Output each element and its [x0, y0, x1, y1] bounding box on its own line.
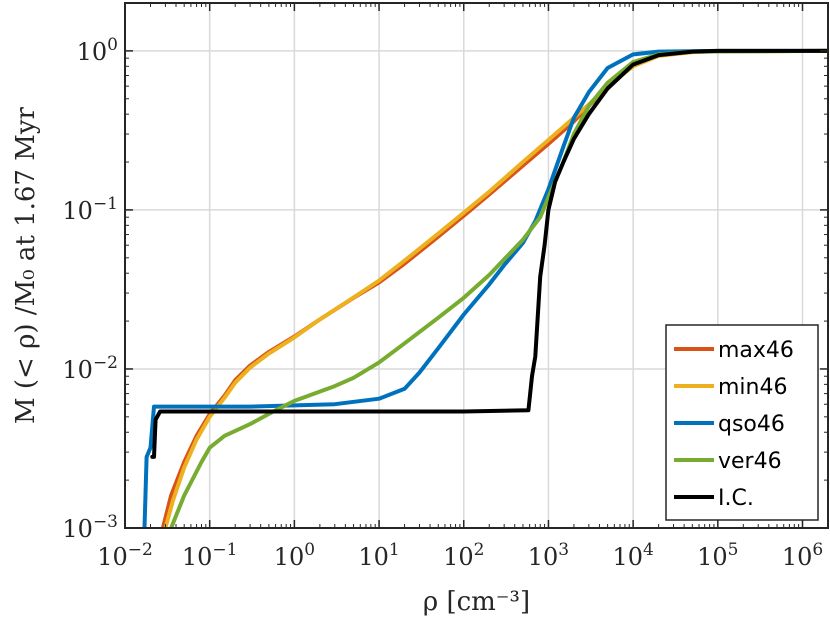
tick-marks: [124, 2, 829, 529]
legend-label-i-c: I.C.: [718, 486, 754, 511]
y-tick-label: 10−3: [62, 512, 118, 543]
x-tick-label-exp: 5: [728, 540, 739, 560]
x-tick-label-base: 10: [612, 543, 643, 571]
y-axis-title: M (< ρ) /M₀ at 1.67 Myr: [11, 106, 41, 424]
y-tick-label-base: 10: [77, 38, 108, 66]
x-axis-title: ρ [cm⁻³]: [423, 587, 530, 617]
y-tick-label-base: 10: [62, 197, 93, 225]
x-tick-label-base: 10: [358, 543, 389, 571]
x-tick-label-base: 10: [528, 543, 559, 571]
y-tick-label-exp: −2: [93, 353, 118, 373]
x-tick-label: 102: [443, 540, 484, 571]
legend-label-max46: max46: [718, 338, 794, 363]
x-tick-label: 103: [528, 540, 569, 571]
x-tick-label: 105: [697, 540, 738, 571]
x-tick-label-base: 10: [697, 543, 728, 571]
x-tick-label-exp: −1: [212, 540, 237, 560]
x-tick-label-exp: 0: [304, 540, 315, 560]
x-tick-label-base: 10: [443, 543, 474, 571]
y-tick-label-base: 10: [62, 515, 93, 543]
legend-label-qso46: qso46: [718, 412, 785, 437]
x-tick-label-exp: 4: [643, 540, 654, 560]
y-tick-label-base: 10: [62, 356, 93, 384]
series-lines: [142, 48, 828, 528]
x-tick-label: 10−2: [97, 540, 153, 571]
x-tick-label: 104: [612, 540, 653, 571]
x-tick-label-base: 10: [782, 543, 813, 571]
series-line-ver46: [169, 48, 828, 528]
x-tick-label-exp: 1: [389, 540, 400, 560]
x-tick-label-base: 10: [97, 543, 128, 571]
plot-frame: [124, 2, 829, 529]
x-tick-label: 10−1: [182, 540, 238, 571]
y-tick-label-exp: −3: [93, 512, 118, 532]
legend: max46 min46 qso46 ver46 I.C.: [665, 324, 819, 521]
x-tick-label-exp: −2: [128, 540, 153, 560]
y-tick-label: 10−1: [62, 194, 118, 225]
series-line-qso46: [142, 48, 828, 528]
x-tick-label-exp: 6: [812, 540, 823, 560]
legend-label-ver46: ver46: [718, 449, 782, 474]
x-tick-label: 100: [274, 540, 315, 571]
y-tick-label-exp: −1: [93, 194, 118, 214]
x-tick-labels: 10−2 10−1 100 101 102 103 104 105 106: [97, 540, 823, 571]
x-tick-label-exp: 2: [474, 540, 485, 560]
y-tick-label: 100: [77, 35, 118, 66]
x-tick-label-base: 10: [182, 543, 213, 571]
x-tick-label-exp: 3: [558, 540, 569, 560]
series-line-i-c: [150, 48, 828, 459]
y-tick-label: 10−2: [62, 353, 118, 384]
x-tick-label-base: 10: [274, 543, 305, 571]
x-tick-label: 101: [358, 540, 399, 571]
x-tick-label: 106: [782, 540, 823, 571]
legend-label-min46: min46: [718, 375, 787, 400]
y-tick-label-exp: 0: [107, 35, 118, 55]
